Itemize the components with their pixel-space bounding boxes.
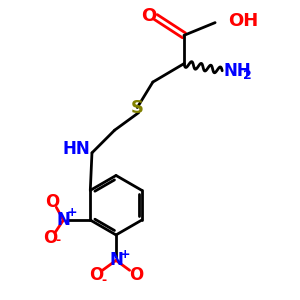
Text: 2: 2	[243, 69, 252, 82]
Text: O: O	[89, 266, 103, 284]
Text: +: +	[119, 248, 130, 261]
Text: -: -	[56, 234, 61, 247]
Text: N: N	[109, 251, 123, 269]
Text: O: O	[45, 193, 59, 211]
Text: S: S	[131, 98, 144, 116]
Text: -: -	[101, 274, 106, 287]
Text: O: O	[129, 266, 143, 284]
Text: +: +	[67, 206, 77, 220]
Text: OH: OH	[228, 12, 258, 30]
Text: O: O	[141, 7, 156, 25]
Text: NH: NH	[224, 62, 251, 80]
Text: O: O	[44, 230, 58, 247]
Text: HN: HN	[63, 140, 91, 158]
Text: N: N	[56, 211, 70, 229]
